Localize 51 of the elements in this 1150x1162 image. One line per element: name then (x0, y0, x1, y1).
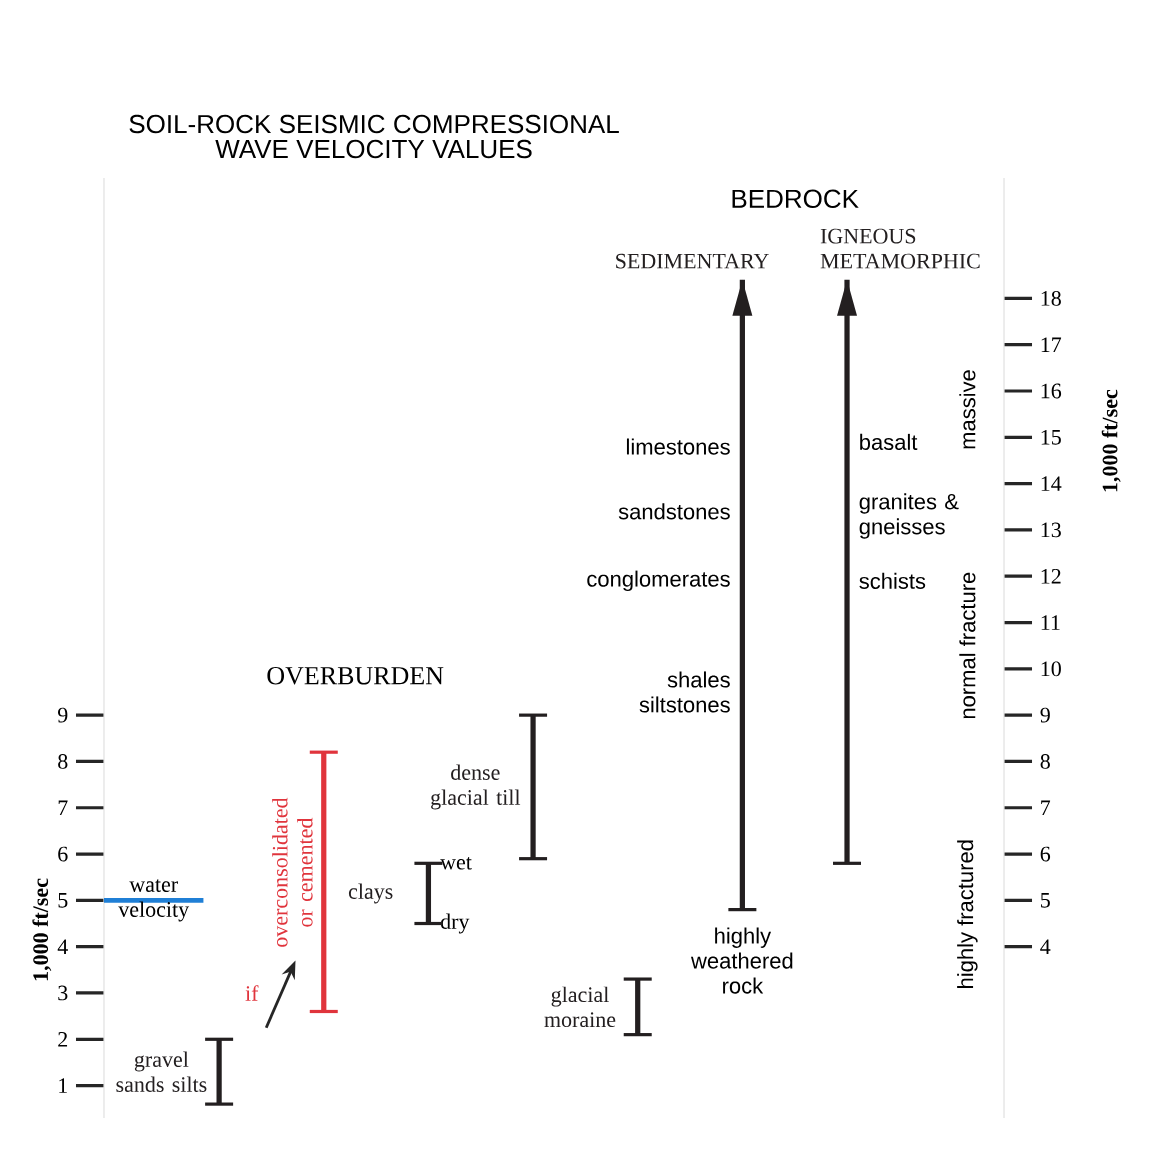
y-tick-label: 5 (58, 893, 68, 908)
y-tick-label: 1 (59, 1078, 67, 1093)
y2-tick-label: 16 (1041, 383, 1062, 399)
text: highly fractured (957, 840, 978, 988)
annotation: if (245, 985, 259, 1001)
ref-line-label: water velocity (118, 879, 190, 922)
y2-tick-label: 10 (1041, 661, 1061, 677)
annotation: wet (440, 857, 472, 870)
annotation: OVERBURDEN (267, 666, 444, 685)
annotation: BEDROCK (732, 189, 859, 209)
y2-tick-label: 17 (1041, 337, 1062, 352)
annotation: glacial moraine (544, 986, 616, 1028)
annotation: basalt (860, 433, 918, 451)
y-tick-label: 7 (58, 800, 68, 815)
annotation: shales siltstones (639, 671, 730, 713)
annotation: IGNEOUS METAMORPHIC (820, 228, 980, 269)
y2-tick-label: 13 (1041, 522, 1061, 538)
annotation: sandstones (618, 503, 730, 520)
y2-tick-label: 6 (1040, 846, 1051, 862)
y-tick-label: 6 (58, 846, 68, 862)
y-axis-title: 1,000 ft/sec (32, 878, 52, 981)
y2-tick-label: 15 (1041, 429, 1061, 445)
y2-tick-label: 14 (1041, 476, 1062, 491)
annotation: schists (859, 572, 926, 589)
annotation: granites & gneisses (859, 493, 959, 539)
y2-tick-label: 8 (1040, 754, 1050, 769)
annotation: SEDIMENTARY (616, 253, 769, 269)
y-tick-label: 4 (57, 939, 68, 954)
y2-tick-label: 4 (1040, 939, 1051, 954)
annotation: dense glacial till (431, 764, 521, 810)
annotation: limestones (626, 438, 730, 455)
y2-tick-label: 5 (1041, 893, 1050, 908)
annotation: conglomerates (587, 570, 730, 592)
annotation: clays (348, 883, 393, 904)
y2-axis-title: 1,000 ft/sec (1101, 389, 1121, 492)
y-tick-label: 3 (58, 985, 68, 1001)
text: normal fracture (959, 572, 976, 719)
y2-tick-label: 7 (1041, 800, 1051, 815)
y2-tick-label: 9 (1040, 707, 1050, 723)
chart-title: SOIL-ROCK SEISMIC COMPRESSIONAL WAVE VELOCITY VALUES (129, 114, 619, 159)
y2-tick-label: 12 (1041, 568, 1061, 584)
annotation: overconsolidated or cemented (272, 797, 313, 947)
annotation: dry (440, 913, 470, 934)
annotation: highly weathered rock (690, 927, 793, 994)
y-tick-label: 8 (58, 754, 68, 769)
annotation: gravel sands silts (116, 1051, 207, 1092)
y-tick-label: 9 (57, 707, 68, 723)
y-tick-label: 2 (58, 1032, 68, 1047)
text: massive (959, 370, 976, 449)
y2-tick-label: 11 (1041, 615, 1060, 630)
y2-tick-label: 18 (1041, 290, 1061, 306)
